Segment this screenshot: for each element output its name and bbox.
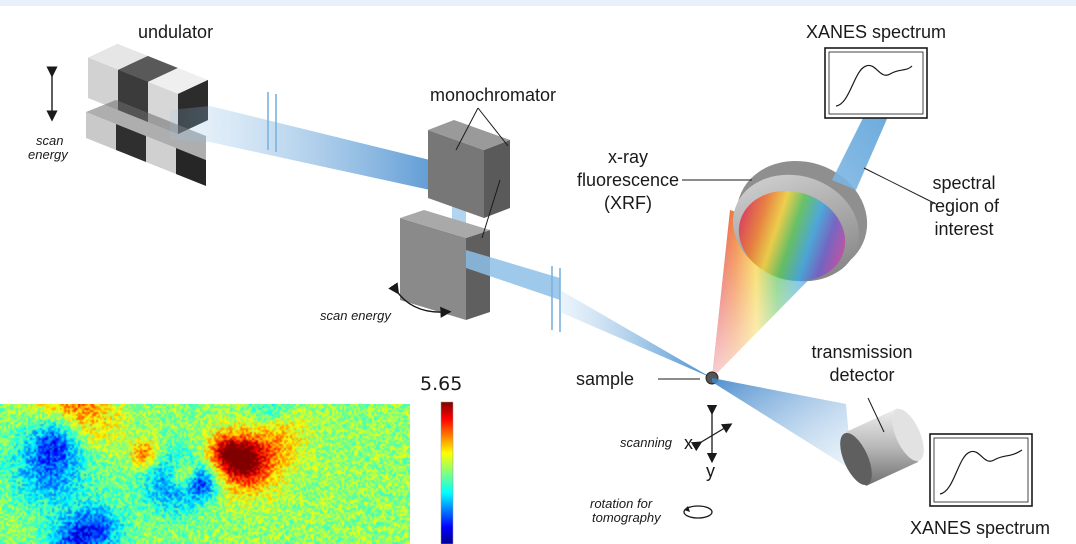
axis-y-label: y (706, 461, 715, 481)
spectral-roi-label: spectral region of interest (863, 167, 1000, 239)
undulator-lower-magnets (86, 100, 206, 186)
sample: sample (576, 369, 719, 389)
xanes-top-label: XANES spectrum (806, 22, 946, 42)
xrf-label-line2: fluorescence (577, 170, 679, 190)
xrf-label-line3: (XRF) (604, 193, 652, 213)
sample-label: sample (576, 369, 634, 389)
transmitted-beam (712, 378, 852, 470)
spectral-line2: region of (929, 196, 1000, 216)
mono-rotation-arrow (388, 282, 452, 318)
rotation-tomography: rotation for tomography (590, 496, 713, 525)
xrf-detector (733, 160, 868, 282)
transmission-detector: transmission detector (811, 342, 924, 486)
monochromator-label: monochromator (430, 85, 556, 105)
rotation-line2: tomography (592, 510, 662, 525)
xrf-spectral-beam (832, 104, 890, 190)
top-band (0, 0, 1076, 6)
undulator: undulator scan energy (28, 22, 430, 190)
xanes-bottom-label: XANES spectrum (910, 518, 1050, 538)
mono-crystal-upper (428, 130, 484, 218)
scanning-axes: scanning x y (620, 404, 733, 481)
scan-energy-left-line2: energy (28, 147, 69, 162)
colorbar-max-label: 5.65 (420, 373, 462, 395)
xanes-spectrum-top: XANES spectrum (806, 22, 946, 119)
spectral-line1: spectral (932, 173, 995, 193)
colorbar-gradient (440, 401, 454, 544)
colorbar: 5.65 (420, 373, 462, 544)
spectral-line3: interest (934, 219, 993, 239)
undulator-beam (170, 106, 430, 190)
xrf-heatmap (0, 404, 410, 544)
scanning-label: scanning (620, 435, 673, 450)
transmission-line2: detector (829, 365, 894, 385)
focused-beam (560, 290, 712, 378)
xrf-label: x-ray fluorescence (XRF) (577, 147, 752, 213)
undulator-label: undulator (138, 22, 213, 42)
scan-energy-left-line1: scan (36, 133, 63, 148)
heatmap-canvas (0, 404, 410, 544)
mono-out-beam (466, 250, 560, 300)
axis-x-label: x (684, 433, 693, 453)
beam-slit-1 (267, 92, 277, 152)
rotation-line1: rotation for (590, 496, 653, 511)
monochromator: monochromator scan energy (320, 85, 560, 323)
xanes-spectrum-bottom: XANES spectrum (910, 433, 1050, 538)
xrf-label-line1: x-ray (608, 147, 648, 167)
scan-energy-mono-label: scan energy (320, 308, 392, 323)
transmission-line1: transmission (811, 342, 912, 362)
